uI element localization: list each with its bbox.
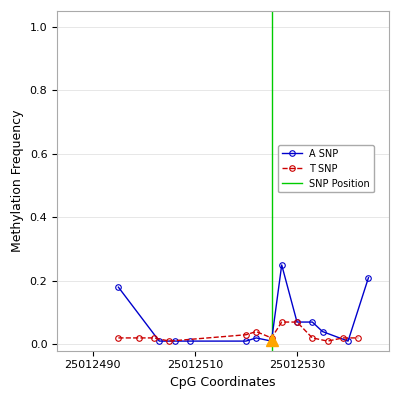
Legend: A SNP, T SNP, SNP Position: A SNP, T SNP, SNP Position: [278, 145, 374, 192]
X-axis label: CpG Coordinates: CpG Coordinates: [170, 376, 276, 389]
Y-axis label: Methylation Frequency: Methylation Frequency: [11, 110, 24, 252]
